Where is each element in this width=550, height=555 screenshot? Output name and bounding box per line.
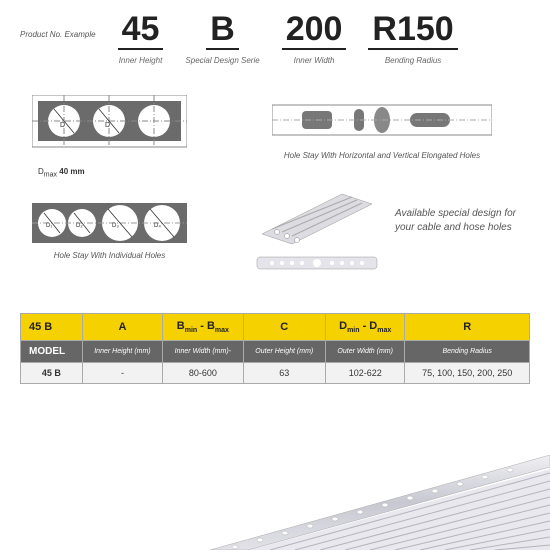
th-r: R xyxy=(405,314,530,341)
header-lab: Inner Width xyxy=(294,56,335,65)
svg-text:D: D xyxy=(60,122,65,129)
diagram-label: Hole Stay With Individual Holes xyxy=(32,251,187,260)
header-val: R150 xyxy=(368,12,457,50)
table-header-2: MODEL Inner Height (mm) Inner Width (mm)… xyxy=(21,341,530,363)
diagram-area: D D Dmax 40 mm D₁ D₂ D₃ D₄ Hole Stay Wit… xyxy=(0,87,550,307)
header-val: 200 xyxy=(282,12,347,50)
header-lab: Bending Radius xyxy=(385,56,441,65)
dmax-label: Dmax 40 mm xyxy=(32,167,187,179)
diagram-label: Hole Stay With Horizontal and Vertical E… xyxy=(272,151,492,160)
spec-table-wrap: 45 B A Bmin - Bmax C Dmin - Dmax R MODEL… xyxy=(0,313,550,384)
table-row: 45 B - 80-600 63 102-622 75, 100, 150, 2… xyxy=(21,363,530,384)
diagram-special-design xyxy=(252,179,382,273)
svg-text:D₁: D₁ xyxy=(46,223,52,229)
td-a: - xyxy=(82,363,162,384)
diagram-three-holes: D D Dmax 40 mm xyxy=(32,95,187,179)
diagram-individual-holes: D₁ D₂ D₃ D₄ Hole Stay With Individual Ho… xyxy=(32,199,187,260)
header-col-inner-height: 45 Inner Height xyxy=(118,12,164,65)
header-val: 45 xyxy=(118,12,164,50)
header-lab: Special Design Serie xyxy=(185,56,259,65)
th-model-code: 45 B xyxy=(21,314,83,341)
product-label: Product No. Example xyxy=(20,12,96,39)
svg-text:D₂: D₂ xyxy=(76,223,83,229)
header-col-series: B Special Design Serie xyxy=(185,12,259,65)
header-col-inner-width: 200 Inner Width xyxy=(282,12,347,65)
spec-table: 45 B A Bmin - Bmax C Dmin - Dmax R MODEL… xyxy=(20,313,530,384)
footer-product-render xyxy=(0,455,550,550)
diagram-elongated-holes: Hole Stay With Horizontal and Vertical E… xyxy=(272,99,492,160)
th2-outer-height: Outer Height (mm) xyxy=(243,341,326,363)
svg-text:D₃: D₃ xyxy=(112,223,119,229)
th-c: C xyxy=(243,314,326,341)
header-lab: Inner Height xyxy=(119,56,163,65)
td-d: 102-622 xyxy=(326,363,405,384)
td-r: 75, 100, 150, 200, 250 xyxy=(405,363,530,384)
th-d: Dmin - Dmax xyxy=(326,314,405,341)
th-b: Bmin - Bmax xyxy=(163,314,243,341)
svg-text:D₄: D₄ xyxy=(154,223,161,229)
th-a: A xyxy=(82,314,162,341)
th2-model: MODEL xyxy=(21,341,83,363)
header-val: B xyxy=(206,12,239,50)
header-col-bending-radius: R150 Bending Radius xyxy=(368,12,457,65)
td-b: 80-600 xyxy=(163,363,243,384)
td-model: 45 B xyxy=(21,363,83,384)
td-c: 63 xyxy=(243,363,326,384)
th2-inner-width: Inner Width (mm)- xyxy=(163,341,243,363)
special-design-text: Available special design for your cable … xyxy=(395,207,530,235)
th2-outer-width: Outer Width (mm) xyxy=(326,341,405,363)
product-header: Product No. Example 45 Inner Height B Sp… xyxy=(0,0,550,69)
svg-text:D: D xyxy=(105,122,110,129)
table-header-1: 45 B A Bmin - Bmax C Dmin - Dmax R xyxy=(21,314,530,341)
th2-inner-height: Inner Height (mm) xyxy=(82,341,162,363)
th2-bending-radius: Bending Radius xyxy=(405,341,530,363)
